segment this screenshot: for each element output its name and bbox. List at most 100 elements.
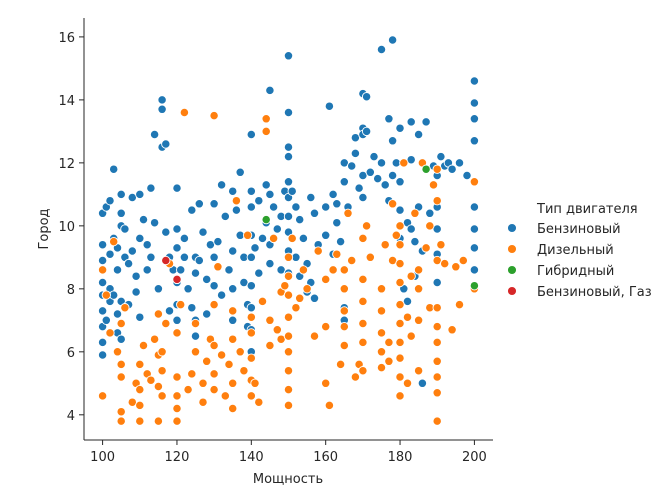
data-point bbox=[176, 265, 186, 275]
x-tick-label: 180 bbox=[388, 450, 413, 465]
data-point bbox=[172, 403, 182, 414]
x-tick-label: 100 bbox=[90, 450, 115, 465]
axes bbox=[83, 18, 493, 441]
data-point bbox=[235, 347, 245, 357]
data-point bbox=[198, 397, 208, 407]
data-point bbox=[469, 243, 480, 253]
data-point bbox=[354, 183, 364, 193]
data-point bbox=[306, 192, 316, 203]
data-point bbox=[287, 233, 297, 244]
data-point bbox=[358, 274, 368, 285]
data-point bbox=[228, 334, 238, 344]
data-point bbox=[458, 255, 468, 266]
data-point bbox=[97, 350, 108, 360]
data-point bbox=[395, 258, 405, 269]
data-point bbox=[283, 151, 294, 162]
data-point bbox=[469, 98, 480, 108]
data-point bbox=[373, 173, 383, 184]
data-point bbox=[235, 167, 245, 177]
data-point bbox=[190, 331, 201, 341]
data-point bbox=[194, 199, 204, 209]
data-point bbox=[142, 240, 152, 250]
data-point bbox=[328, 265, 338, 275]
data-point bbox=[97, 391, 108, 401]
legend-items: Бензиновый Дизельный Гибридный Бензиновый, … bbox=[507, 222, 652, 300]
data-point bbox=[287, 186, 297, 196]
data-point bbox=[157, 104, 167, 114]
data-point bbox=[272, 224, 282, 234]
legend-label: Бензиновый, Газ bbox=[537, 285, 652, 300]
legend-label: Гибридный bbox=[537, 264, 614, 279]
data-point bbox=[469, 265, 480, 275]
data-point bbox=[413, 366, 424, 376]
data-point bbox=[335, 359, 346, 370]
data-point bbox=[376, 306, 387, 316]
data-point bbox=[432, 196, 442, 206]
data-point bbox=[194, 255, 204, 266]
data-point bbox=[432, 321, 442, 332]
x-tick-label: 160 bbox=[313, 450, 338, 465]
x-tick-label: 120 bbox=[165, 450, 190, 465]
data-point bbox=[254, 397, 264, 407]
data-point bbox=[157, 95, 167, 105]
data-point bbox=[321, 321, 331, 332]
data-point bbox=[395, 353, 405, 363]
data-point bbox=[283, 177, 294, 187]
data-point bbox=[298, 233, 309, 244]
data-point bbox=[157, 347, 167, 357]
data-point bbox=[164, 306, 175, 316]
data-point bbox=[246, 391, 256, 401]
data-point bbox=[138, 340, 149, 351]
data-point bbox=[116, 189, 126, 200]
data-point bbox=[413, 129, 424, 140]
data-point bbox=[395, 337, 405, 348]
data-point bbox=[265, 340, 275, 351]
data-point bbox=[395, 277, 405, 288]
data-point bbox=[187, 369, 197, 379]
data-point bbox=[321, 274, 331, 285]
data-point bbox=[324, 400, 335, 411]
y-tick-label: 14 bbox=[58, 94, 75, 109]
data-point bbox=[451, 262, 461, 272]
data-point bbox=[97, 306, 108, 316]
data-point bbox=[153, 309, 164, 319]
data-point bbox=[202, 309, 212, 319]
data-point bbox=[261, 180, 271, 190]
data-point bbox=[261, 114, 271, 124]
data-point bbox=[246, 303, 256, 313]
data-point bbox=[309, 331, 320, 341]
data-point bbox=[406, 224, 416, 234]
data-point bbox=[339, 321, 349, 332]
y-tick-label: 10 bbox=[58, 220, 75, 235]
data-point bbox=[97, 265, 108, 275]
data-point bbox=[283, 271, 294, 281]
data-point bbox=[410, 208, 420, 218]
data-point bbox=[183, 284, 193, 294]
data-point bbox=[228, 378, 238, 388]
data-point bbox=[469, 177, 480, 187]
data-point bbox=[190, 268, 201, 278]
data-point bbox=[172, 391, 182, 401]
legend-marker bbox=[507, 244, 517, 254]
data-point bbox=[261, 126, 271, 137]
data-point bbox=[291, 202, 301, 212]
data-point bbox=[283, 142, 294, 152]
data-point bbox=[410, 236, 420, 247]
data-point bbox=[469, 76, 480, 86]
y-axis-label: Город bbox=[37, 208, 52, 249]
data-point bbox=[209, 340, 219, 351]
data-point bbox=[135, 400, 145, 411]
data-point bbox=[172, 328, 182, 338]
data-point bbox=[161, 318, 171, 329]
data-point bbox=[224, 265, 234, 275]
data-point bbox=[387, 35, 398, 45]
data-point bbox=[216, 290, 227, 300]
data-point bbox=[246, 312, 256, 322]
data-point bbox=[313, 246, 323, 256]
data-point bbox=[172, 315, 182, 325]
legend-label: Бензиновый bbox=[537, 222, 621, 237]
data-point bbox=[350, 148, 361, 159]
data-point bbox=[413, 315, 424, 325]
data-point bbox=[135, 233, 145, 244]
data-point bbox=[406, 331, 416, 341]
